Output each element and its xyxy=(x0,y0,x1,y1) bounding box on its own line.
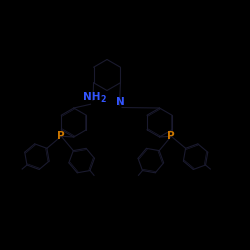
Text: 2: 2 xyxy=(100,95,105,104)
Text: NH: NH xyxy=(83,92,100,102)
Text: P: P xyxy=(168,131,175,141)
Text: P: P xyxy=(58,131,65,141)
Text: N: N xyxy=(116,97,125,107)
